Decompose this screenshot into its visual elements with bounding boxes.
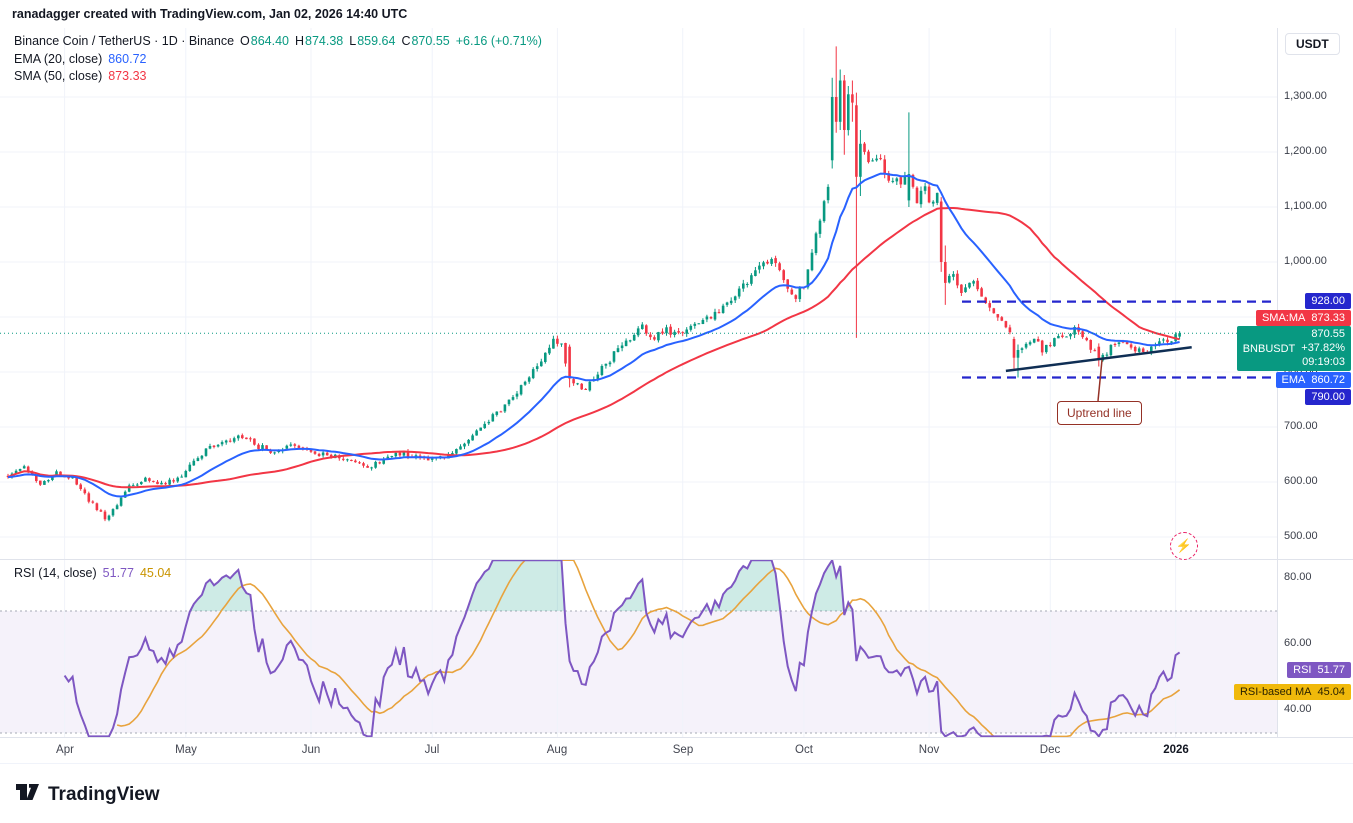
tradingview-logo-icon — [14, 779, 40, 811]
brand-text: TradingView — [48, 784, 160, 805]
ema-legend-row[interactable]: EMA (20, close) 860.72 — [14, 52, 146, 66]
rsi-tick-label: 40.00 — [1284, 703, 1312, 715]
price-tick-label: 1,200.00 — [1284, 145, 1327, 157]
time-axis[interactable]: Apr May Jun Jul Aug Sep Oct Nov Dec 2026 — [0, 737, 1353, 764]
time-axis-label: Oct — [795, 744, 813, 756]
time-axis-label: Jun — [301, 744, 321, 756]
ema-price-badge: EMA 860.72 — [1275, 372, 1351, 388]
pane-separator[interactable] — [0, 559, 1353, 560]
ohlc-close: C 870.55 — [401, 34, 450, 48]
uptrend-annotation[interactable]: Uptrend line — [1057, 401, 1142, 425]
time-axis-label: Nov — [918, 744, 940, 756]
symbol-legend[interactable]: Binance Coin / TetherUS · 1D · Binance O… — [14, 34, 542, 48]
ohlc-open: O 864.40 — [240, 34, 289, 48]
sma-legend-label: SMA (50, close) — [14, 69, 103, 83]
resistance-level-badge: 928.00 — [1305, 293, 1351, 309]
tradingview-brand[interactable]: TradingView — [14, 779, 160, 811]
rsi-value-badge: RSI 51.77 — [1287, 662, 1351, 678]
price-axis-separator[interactable] — [1277, 28, 1278, 763]
last-price-badge: BNBUSDT 870.55 +37.82% 09:19:03 — [1236, 326, 1351, 372]
symbol-title[interactable]: Binance Coin / TetherUS · 1D · Binance — [14, 34, 235, 48]
sma-price-badge: SMA:MA 873.33 — [1255, 310, 1351, 326]
price-tick-label: 700.00 — [1284, 420, 1318, 432]
price-chart-pane[interactable] — [0, 28, 1277, 560]
magic-icon[interactable]: ⚡ — [1170, 532, 1198, 560]
sma-legend-row[interactable]: SMA (50, close) 873.33 — [14, 69, 146, 83]
rsi-legend-row[interactable]: RSI (14, close) 51.77 45.04 — [14, 566, 171, 580]
ema-legend-value: 860.72 — [108, 52, 147, 66]
footer: TradingView — [0, 763, 1353, 823]
price-tick-label: 600.00 — [1284, 475, 1318, 487]
price-tick-label: 500.00 — [1284, 530, 1318, 542]
currency-toggle-button[interactable]: USDT — [1285, 33, 1340, 55]
price-tick-label: 1,100.00 — [1284, 200, 1327, 212]
time-axis-label: Jul — [424, 744, 440, 756]
time-axis-label: Dec — [1039, 744, 1061, 756]
sma-legend-value: 873.33 — [108, 69, 147, 83]
price-tick-label: 1,300.00 — [1284, 90, 1327, 102]
rsi-legend-label: RSI (14, close) — [14, 566, 97, 580]
rsi-tick-label: 80.00 — [1284, 571, 1312, 583]
time-axis-label: Aug — [546, 744, 568, 756]
time-axis-label: 2026 — [1163, 744, 1189, 756]
ohlc-high: H 874.38 — [295, 34, 344, 48]
support-level-badge: 790.00 — [1305, 389, 1351, 405]
ohlc-low: L 859.64 — [349, 34, 396, 48]
rsi-pane[interactable] — [0, 560, 1277, 737]
time-axis-label: May — [175, 744, 197, 756]
rsi-ma-value-badge: RSI-based MA 45.04 — [1233, 684, 1351, 700]
change-readout: +6.16 (+0.71%) — [455, 34, 542, 48]
rsi-tick-label: 60.00 — [1284, 637, 1312, 649]
price-tick-label: 1,000.00 — [1284, 255, 1327, 267]
rsi-legend-value: 51.77 — [102, 566, 134, 580]
attribution-text: ranadagger created with TradingView.com,… — [12, 7, 408, 21]
rsi-ma-legend-value: 45.04 — [139, 566, 172, 580]
time-axis-label: Sep — [672, 744, 694, 756]
ema-legend-label: EMA (20, close) — [14, 52, 103, 66]
time-axis-label: Apr — [56, 744, 74, 756]
